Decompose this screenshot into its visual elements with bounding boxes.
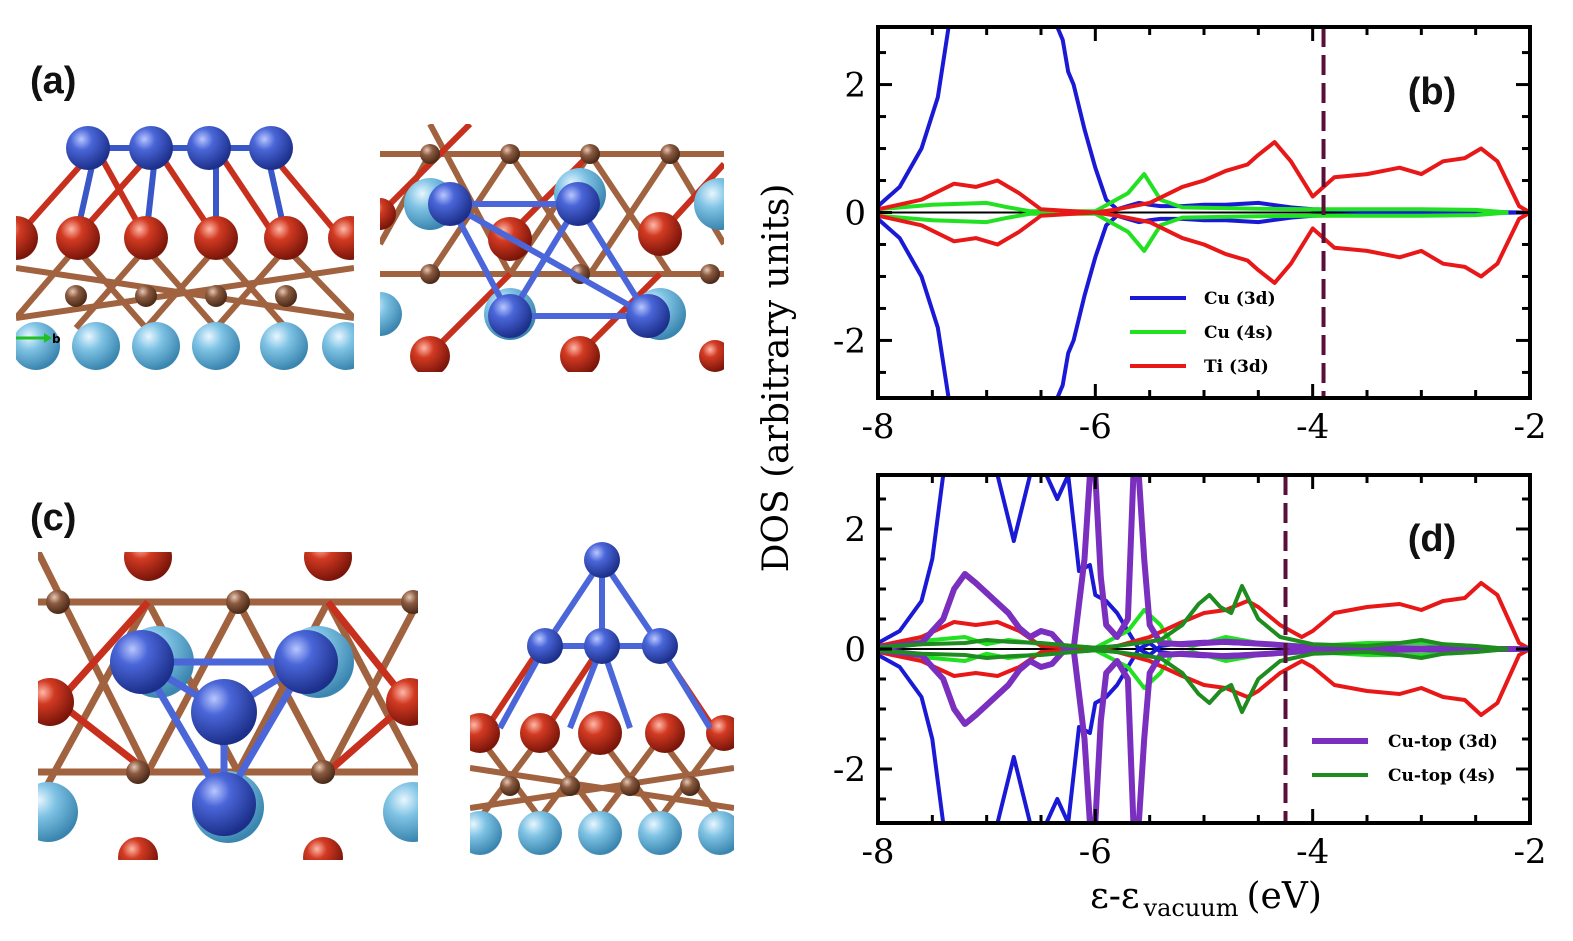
panel-label-c: (c) xyxy=(30,497,77,539)
plot-area xyxy=(878,475,1530,823)
series-line-cu-3d--up xyxy=(878,475,1530,657)
x-axis-label: ε-ε vacuum (eV) xyxy=(1090,876,1322,922)
series-line-cu-3d--down xyxy=(878,210,1530,398)
series-line-cu-top-4s--down xyxy=(878,647,1509,714)
series-line-cu-top-3d--down xyxy=(878,646,1530,823)
x-tick-label: -6 xyxy=(1079,832,1112,872)
series-line-cu-4s--down xyxy=(878,647,1509,690)
chart-0: -8 -6 -4 -2 -2 0 2 (b) Cu (3d) Cu (4s) Ti (3d) xyxy=(833,25,1547,447)
axis-indicator-label: b xyxy=(52,332,61,346)
y-tick-label: -2 xyxy=(833,321,866,361)
legend-label: Cu (3d) xyxy=(1204,289,1276,309)
series-line-cu-4s--down xyxy=(878,210,1509,253)
x-tick-label: -4 xyxy=(1296,407,1329,447)
series-line-ti-3d--up xyxy=(878,140,1530,215)
series-line-cu-3d--up xyxy=(878,27,1530,215)
legend-label: Ti (3d) xyxy=(1204,357,1269,377)
panel-label: (b) xyxy=(1408,71,1457,113)
x-axis-label-subscript: vacuum xyxy=(1143,894,1239,922)
y-tick-label: 2 xyxy=(844,510,866,550)
structure-c-side-view xyxy=(470,538,734,860)
x-tick-label: -8 xyxy=(861,832,894,872)
series-line-cu-4s--up xyxy=(878,172,1509,215)
x-axis-label-main: ε-ε xyxy=(1090,876,1139,917)
x-tick-label: -4 xyxy=(1296,832,1329,872)
y-tick-label: 2 xyxy=(844,66,866,106)
legend-label: Cu-top (3d) xyxy=(1388,732,1498,752)
series-line-cu-4s--up xyxy=(878,608,1509,651)
y-tick-label: 0 xyxy=(844,194,866,234)
series-line-cu-top-4s--up xyxy=(878,584,1509,651)
x-tick-label: -2 xyxy=(1513,407,1546,447)
y-tick-label: -2 xyxy=(833,750,866,790)
structure-a-side-view: b xyxy=(16,118,354,370)
structure-c-top-view xyxy=(38,552,418,860)
series-line-cu-top-3d--up xyxy=(878,475,1530,652)
x-tick-label: -6 xyxy=(1079,407,1112,447)
structure-a-top-view xyxy=(380,124,724,372)
chart-1: -8 -6 -4 -2 -2 0 2 (d) Cu-top (3d) Cu-top (4s) xyxy=(833,473,1547,872)
legend-label: Cu (4s) xyxy=(1204,323,1273,343)
panel-label: (d) xyxy=(1408,518,1457,560)
series-line-ti-3d--down xyxy=(878,210,1530,285)
x-axis-label-unit: (eV) xyxy=(1247,876,1322,917)
y-axis-label: DOS (arbitrary units) xyxy=(756,184,797,573)
x-tick-label: -2 xyxy=(1513,832,1546,872)
x-tick-label: -8 xyxy=(861,407,894,447)
y-tick-label: 0 xyxy=(844,630,866,670)
panel-label-a: (a) xyxy=(30,60,77,102)
legend-label: Cu-top (4s) xyxy=(1388,766,1495,786)
plot-area xyxy=(878,27,1530,398)
